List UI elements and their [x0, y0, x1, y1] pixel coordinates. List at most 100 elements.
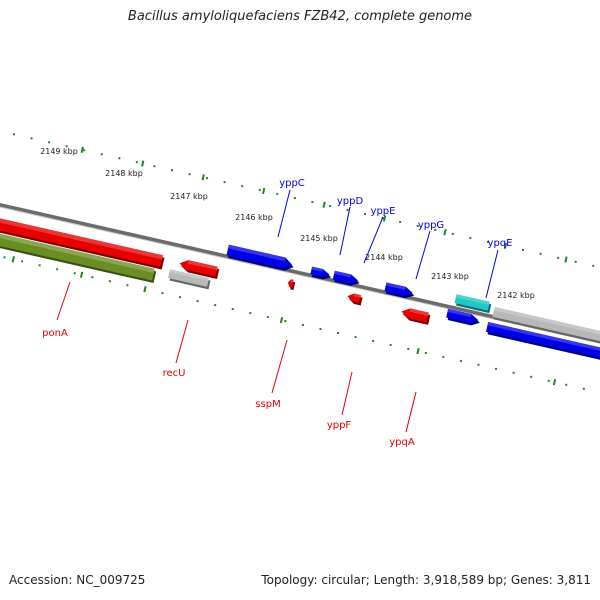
ruler-dot	[354, 335, 357, 338]
ruler-dot	[565, 383, 568, 386]
ruler-dot	[346, 209, 349, 212]
topology-text: Topology: circular; Length: 3,918,589 bp…	[261, 573, 591, 587]
ruler-dot	[65, 145, 68, 148]
ruler-dot	[170, 169, 173, 172]
gene-bar	[168, 269, 211, 290]
ruler-dot	[328, 205, 331, 208]
ruler-dot	[477, 363, 480, 366]
gene-arrow	[347, 293, 363, 306]
ruler-dot	[592, 264, 595, 267]
gene-arrow	[179, 260, 220, 279]
gene-bar	[454, 294, 492, 314]
ruler-dot	[83, 149, 86, 152]
ruler-dot	[206, 177, 209, 180]
ruler-dot	[48, 141, 51, 144]
ruler-ticks	[3, 133, 595, 390]
gene-label: yppE	[371, 206, 396, 217]
gene-arrow	[446, 308, 480, 326]
ruler-tick	[261, 187, 266, 195]
ruler-dot	[442, 355, 445, 358]
ruler-dot	[469, 236, 472, 239]
gene-arrow	[384, 282, 415, 299]
ruler-label: 2148 kbp	[105, 169, 143, 178]
ruler-dot	[459, 359, 462, 362]
ruler-dot	[266, 316, 269, 319]
ruler-dot	[486, 240, 489, 243]
ruler-tick	[11, 256, 15, 263]
ruler-dot	[276, 193, 279, 196]
ruler-tick	[443, 229, 447, 236]
ruler-dot	[249, 312, 252, 315]
ruler-label: 2145 kbp	[300, 234, 338, 243]
gene-label: yppC	[279, 178, 305, 189]
gene-label: ypqE	[488, 238, 513, 249]
ruler-tick	[552, 378, 557, 386]
gene-label: ypqA	[389, 437, 415, 448]
ruler-dot	[434, 228, 437, 231]
ruler-dot	[301, 324, 304, 327]
gene-features	[0, 218, 600, 360]
map-title: Bacillus amyloliquefaciens FZB42, comple…	[127, 9, 473, 24]
ruler-dot	[424, 351, 427, 354]
ruler-tick	[279, 317, 284, 324]
ruler-dot	[522, 248, 525, 251]
ruler-dot	[416, 224, 419, 227]
gene-label-callouts	[56, 189, 499, 433]
callout-line	[277, 189, 291, 238]
ruler-dot	[161, 292, 164, 295]
ruler-dot	[574, 260, 577, 263]
callout-line	[405, 391, 417, 433]
gene-label: yppG	[418, 220, 444, 231]
genome-backbone	[0, 202, 600, 344]
ruler-dot	[241, 185, 244, 188]
ruler-dot	[557, 256, 560, 259]
ruler-dot	[530, 375, 533, 378]
ruler-tick	[80, 146, 84, 153]
accession-text: Accession: NC_009725	[9, 573, 146, 587]
outer-ticks	[80, 146, 568, 263]
ruler-tick	[141, 160, 145, 167]
ruler-tick	[201, 174, 205, 181]
ruler-dot	[126, 284, 129, 287]
ruler-dot	[582, 387, 585, 390]
ruler-dot	[539, 252, 542, 255]
ruler-dot	[56, 268, 59, 271]
gene-label: ponA	[42, 328, 68, 339]
callout-line	[56, 281, 71, 321]
ruler-dot	[91, 276, 94, 279]
gene-arrow	[332, 270, 360, 286]
ruler-label: 2147 kbp	[170, 192, 208, 201]
gene-bar	[0, 218, 165, 270]
ruler-tick	[564, 256, 568, 263]
ruler-dot	[188, 173, 191, 176]
gene-bar	[0, 233, 157, 284]
ruler-dot	[407, 347, 410, 350]
ruler-dot	[337, 332, 340, 335]
gene-label: yppD	[337, 196, 364, 207]
ruler-dot	[223, 181, 226, 184]
ruler-dot	[100, 153, 103, 156]
ruler-dot	[38, 264, 41, 267]
ruler-dot	[311, 201, 314, 204]
ruler-dot	[3, 256, 6, 259]
inner-ruler	[3, 256, 585, 390]
ruler-dot	[389, 343, 392, 346]
ruler-dot	[179, 296, 182, 299]
gene-arrow	[310, 266, 332, 280]
gene-bar	[486, 321, 600, 360]
ruler-dot	[231, 308, 234, 311]
ruler-label: 2144 kbp	[365, 253, 403, 262]
ruler-dot	[293, 197, 296, 200]
callout-line	[175, 319, 189, 364]
ruler-label: 2143 kbp	[431, 272, 469, 281]
ruler-dot	[153, 165, 156, 168]
ruler-label: 2149 kbp	[40, 147, 78, 156]
ruler-dot	[512, 371, 515, 374]
ruler-dot	[372, 339, 375, 342]
ruler-dot	[319, 328, 322, 331]
ruler-label: 2142 kbp	[497, 291, 535, 300]
ruler-dot	[547, 379, 550, 382]
gene-label: yppF	[327, 420, 352, 431]
ruler-label: 2146 kbp	[235, 213, 273, 222]
